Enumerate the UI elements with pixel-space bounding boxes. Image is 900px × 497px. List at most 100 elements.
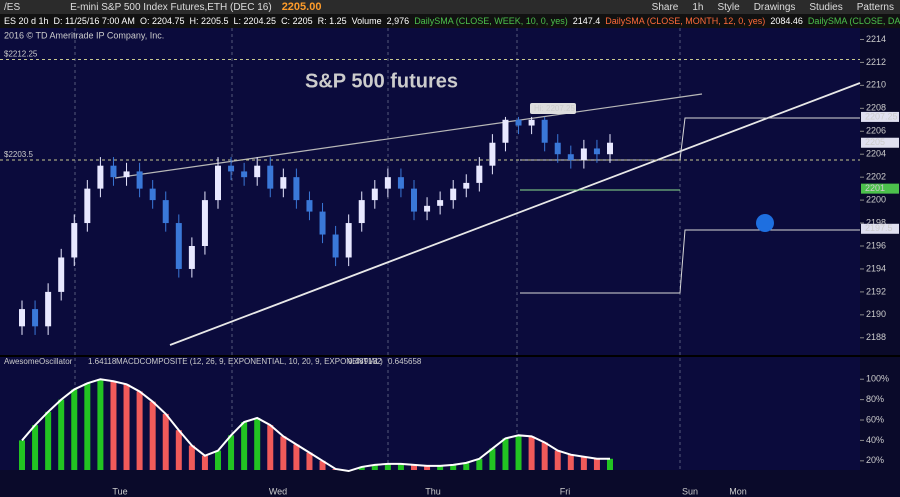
candle-body [607, 142, 613, 155]
y-tick-label: 2212 [866, 57, 886, 67]
header-item: D: 11/25/16 7:00 AM [53, 16, 135, 26]
osc-bar [358, 466, 365, 470]
chart-title: S&P 500 futures [305, 70, 458, 92]
candle-body [515, 119, 522, 126]
osc-bar [580, 456, 587, 470]
candle-body [424, 205, 431, 212]
candle-body [19, 309, 25, 327]
osc-bar [175, 430, 182, 470]
level-label: $2212.25 [4, 50, 38, 59]
candle-body [554, 142, 561, 155]
y-tick-label: 2198 [866, 217, 886, 227]
header-item: H: 2205.5 [189, 16, 229, 26]
osc-bar [593, 458, 600, 470]
header-item: 2147.4 [572, 16, 601, 26]
toolbar-button[interactable]: Share [651, 1, 679, 13]
y-tick-label: 60% [866, 414, 884, 424]
osc-bar [437, 465, 444, 470]
osc-bar [267, 425, 274, 470]
price-marker [861, 183, 899, 194]
candle-body [567, 154, 574, 160]
price-panel [0, 28, 860, 355]
price-marker-label: 2205 [865, 137, 885, 147]
osc-bar [293, 444, 300, 470]
osc-bar [411, 464, 417, 470]
annotation-box [530, 103, 576, 114]
y-tick-label: 2204 [866, 149, 886, 159]
macd-value: 0.645658 [388, 357, 422, 366]
osc-name: AwesomeOscillator [4, 357, 73, 366]
osc-bar [123, 384, 130, 470]
osc-bar [136, 391, 143, 470]
osc-bar [450, 464, 457, 470]
osc-bar [607, 458, 613, 470]
header-item: Volume [351, 16, 382, 26]
osc-bar [58, 399, 65, 470]
macd-name: MACDCOMPOSITE (12, 26, 9, EXPONENTIAL, 1… [116, 357, 383, 366]
header-item: R: 1.25 [317, 16, 347, 26]
description: E-mini S&P 500 Index Futures,ETH (DEC 16… [70, 1, 272, 13]
toolbar-button[interactable]: Style [717, 1, 740, 13]
osc-bar [489, 448, 496, 470]
toolbar-button[interactable]: Studies [809, 1, 843, 13]
y-tick-label: 80% [866, 394, 884, 404]
candle-body [411, 188, 417, 212]
osc-bar [228, 435, 235, 470]
y-tick-label: 2194 [866, 263, 886, 273]
candle-body [228, 165, 235, 172]
time-label: Thu [425, 486, 441, 496]
candle-body [384, 177, 391, 189]
osc-bar [384, 463, 391, 470]
osc-bar [541, 442, 548, 470]
candle-body [110, 165, 117, 178]
y-tick-label: 2214 [866, 34, 886, 44]
candle-body [84, 188, 91, 224]
candle-body [293, 177, 300, 201]
candle-body [463, 182, 470, 189]
osc-bar [463, 462, 470, 470]
price-marker-label: 2197.5 [865, 223, 893, 233]
osc-bar [476, 458, 483, 470]
osc-bar [515, 435, 522, 470]
candle-body [450, 188, 457, 201]
osc-bar [110, 381, 117, 470]
candle-body [593, 148, 600, 155]
candle-body [136, 171, 143, 189]
toolbar-button[interactable]: Patterns [856, 1, 894, 13]
osc-bar [97, 379, 104, 470]
time-label: Wed [269, 486, 287, 496]
candle-body [397, 177, 404, 189]
macd-value: 0.489132 [348, 357, 382, 366]
symbol[interactable]: /ES [4, 1, 21, 13]
osc-bar [424, 465, 431, 470]
y-tick-label: 2200 [866, 194, 886, 204]
dropbox-icon[interactable] [756, 214, 774, 232]
y-tick-label: 100% [866, 374, 889, 384]
osc-bar [319, 460, 326, 470]
y-tick-label: 2210 [866, 80, 886, 90]
time-label: Sun [682, 486, 698, 496]
osc-bar [215, 450, 221, 470]
osc-bar [19, 440, 25, 470]
y-tick-label: 2192 [866, 286, 886, 296]
time-label: Tue [112, 486, 127, 496]
candle-body [188, 246, 195, 269]
osc-bar [188, 445, 195, 470]
candle-body [175, 223, 182, 269]
candle-body [71, 223, 78, 258]
toolbar-button[interactable]: 1h [692, 1, 704, 13]
header-item: DailySMA (CLOSE, WEEK, 10, 0, yes) [414, 16, 568, 26]
last-price: 2205.00 [281, 1, 322, 13]
toolbar-buttons: Share 1h Style Drawings Studies Patterns [652, 2, 900, 13]
y-tick-label: 40% [866, 435, 884, 445]
candle-body [58, 257, 65, 292]
candle-body [149, 188, 156, 201]
candle-body [489, 142, 496, 166]
osc-bar [84, 383, 91, 470]
osc-bar [502, 438, 509, 470]
y-tick-label: 2196 [866, 240, 886, 250]
osc-bar [397, 463, 404, 470]
header-item: C: 2205 [281, 16, 313, 26]
toolbar-button[interactable]: Drawings [753, 1, 796, 13]
